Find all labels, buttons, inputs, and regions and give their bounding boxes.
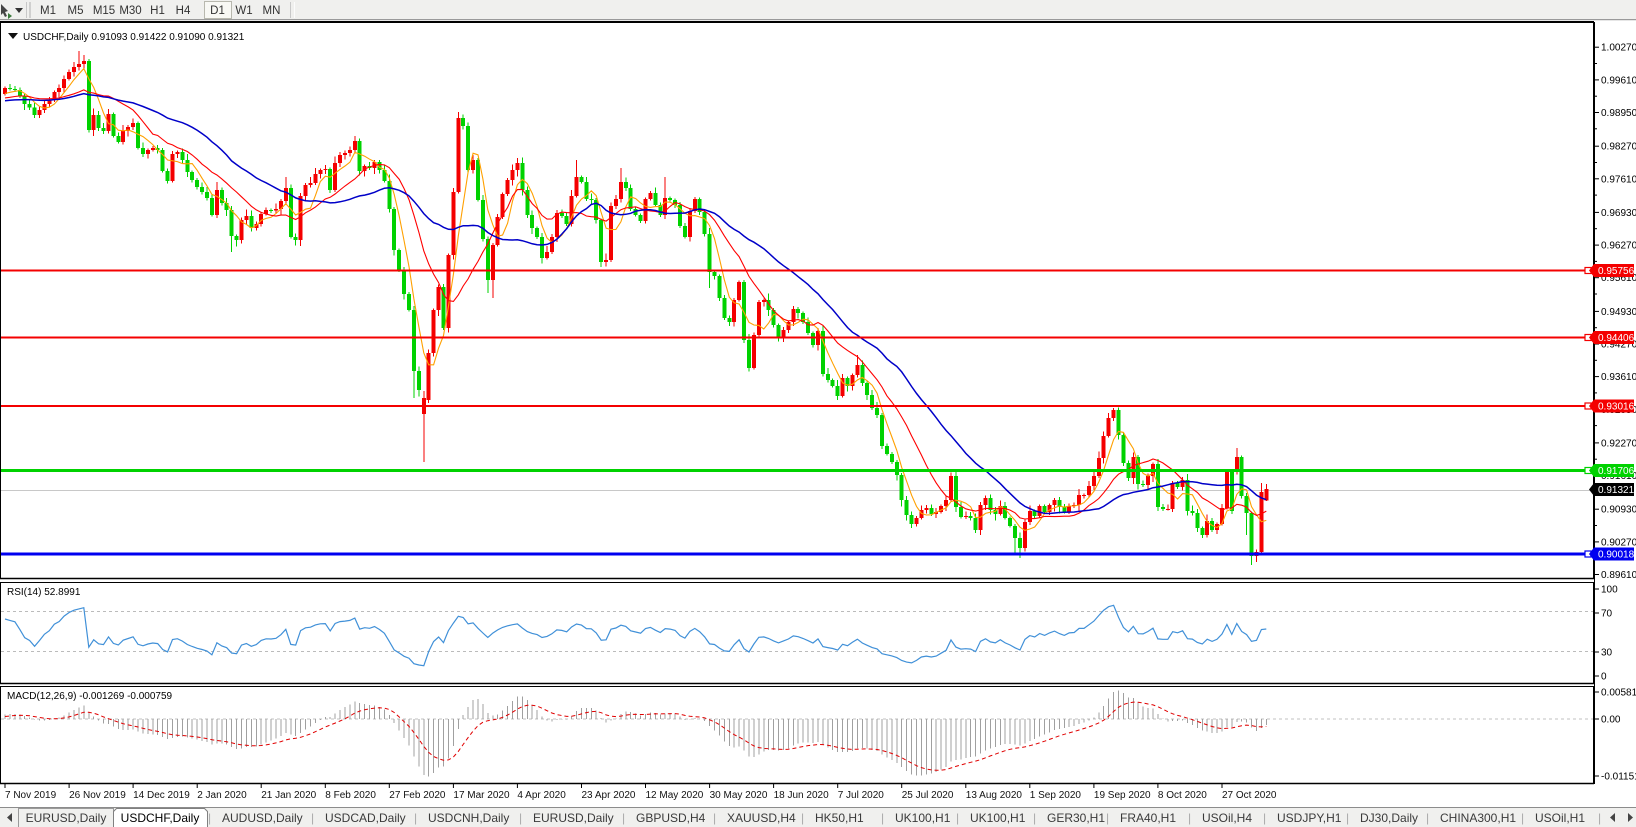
svg-text:100: 100	[1601, 585, 1618, 596]
svg-text:USDCHF,Daily: USDCHF,Daily	[121, 811, 200, 825]
svg-text:0.98270: 0.98270	[1601, 142, 1636, 153]
svg-text:27 Oct 2020: 27 Oct 2020	[1222, 790, 1277, 801]
svg-text:|: |	[1521, 811, 1524, 825]
svg-text:0.89610: 0.89610	[1601, 570, 1636, 581]
svg-text:XAUUSD,H4: XAUUSD,H4	[727, 811, 796, 825]
svg-text:|: |	[801, 811, 804, 825]
svg-text:8 Feb 2020: 8 Feb 2020	[325, 790, 376, 801]
svg-text:|: |	[208, 811, 211, 825]
svg-text:|: |	[1106, 811, 1109, 825]
svg-text:|: |	[1346, 811, 1349, 825]
svg-text:12 May 2020: 12 May 2020	[646, 790, 704, 801]
svg-text:19 Sep 2020: 19 Sep 2020	[1094, 790, 1151, 801]
svg-text:|: |	[1598, 811, 1601, 825]
svg-text:23 Apr 2020: 23 Apr 2020	[582, 790, 636, 801]
svg-text:CHINA300,H1: CHINA300,H1	[1440, 811, 1516, 825]
svg-text:0: 0	[1601, 672, 1607, 683]
svg-text:|: |	[519, 811, 522, 825]
svg-text:UK100,H1: UK100,H1	[970, 811, 1026, 825]
svg-text:M5: M5	[68, 5, 84, 17]
svg-text:0.96270: 0.96270	[1601, 241, 1636, 252]
svg-text:USDCAD,Daily: USDCAD,Daily	[325, 811, 406, 825]
svg-text:0.93016: 0.93016	[1598, 402, 1635, 413]
svg-text:EURUSD,Daily: EURUSD,Daily	[533, 811, 614, 825]
svg-text:|: |	[881, 811, 884, 825]
svg-text:8 Oct 2020: 8 Oct 2020	[1158, 790, 1207, 801]
svg-text:|: |	[622, 811, 625, 825]
svg-text:H4: H4	[176, 5, 191, 17]
svg-text:1.00270: 1.00270	[1601, 43, 1636, 54]
svg-text:13 Aug 2020: 13 Aug 2020	[966, 790, 1023, 801]
svg-text:GER30,H1: GER30,H1	[1047, 811, 1105, 825]
svg-text:18 Jun 2020: 18 Jun 2020	[774, 790, 829, 801]
svg-text:7 Jul 2020: 7 Jul 2020	[838, 790, 885, 801]
svg-text:GBPUSD,H4: GBPUSD,H4	[636, 811, 706, 825]
svg-text:0.00: 0.00	[1601, 715, 1621, 726]
svg-text:RSI(14) 52.8991: RSI(14) 52.8991	[7, 587, 81, 598]
svg-text:4 Apr 2020: 4 Apr 2020	[517, 790, 566, 801]
svg-text:HK50,H1: HK50,H1	[815, 811, 864, 825]
svg-text:0.90018: 0.90018	[1598, 550, 1635, 561]
svg-text:30: 30	[1601, 648, 1613, 659]
svg-text:0.92270: 0.92270	[1601, 438, 1636, 449]
svg-text:0.95756: 0.95756	[1598, 266, 1635, 277]
svg-text:|: |	[713, 811, 716, 825]
svg-text:26 Nov 2019: 26 Nov 2019	[69, 790, 126, 801]
svg-text:M15: M15	[93, 5, 115, 17]
svg-text:MACD(12,26,9) -0.001269 -0.000: MACD(12,26,9) -0.001269 -0.000759	[7, 691, 173, 702]
svg-text:FRA40,H1: FRA40,H1	[1120, 811, 1176, 825]
svg-text:D1: D1	[210, 5, 225, 17]
svg-text:USDCNH,Daily: USDCNH,Daily	[428, 811, 509, 825]
svg-text:M30: M30	[119, 5, 141, 17]
svg-text:0.98950: 0.98950	[1601, 108, 1636, 119]
svg-text:0.93610: 0.93610	[1601, 372, 1636, 383]
svg-text:|: |	[956, 811, 959, 825]
svg-text:H1: H1	[150, 5, 165, 17]
svg-text:0.91321: 0.91321	[1598, 485, 1635, 496]
svg-text:|: |	[311, 811, 314, 825]
svg-text:0.99610: 0.99610	[1601, 75, 1636, 86]
svg-text:0.90930: 0.90930	[1601, 505, 1636, 516]
svg-text:70: 70	[1601, 609, 1613, 620]
svg-text:|: |	[414, 811, 417, 825]
svg-text:M1: M1	[40, 5, 56, 17]
svg-text:0.005818: 0.005818	[1601, 688, 1636, 699]
svg-text:-0.011514: -0.011514	[1601, 772, 1636, 783]
svg-text:W1: W1	[235, 5, 252, 17]
svg-text:7 Nov 2019: 7 Nov 2019	[5, 790, 57, 801]
svg-text:DJ30,Daily: DJ30,Daily	[1360, 811, 1418, 825]
svg-text:|: |	[1188, 811, 1191, 825]
svg-text:0.96930: 0.96930	[1601, 208, 1636, 219]
svg-text:25 Jul 2020: 25 Jul 2020	[902, 790, 954, 801]
svg-text:0.94406: 0.94406	[1598, 333, 1635, 344]
svg-text:14 Dec 2019: 14 Dec 2019	[133, 790, 190, 801]
svg-text:2 Jan 2020: 2 Jan 2020	[197, 790, 247, 801]
svg-text:0.94930: 0.94930	[1601, 307, 1636, 318]
svg-text:30 May 2020: 30 May 2020	[710, 790, 768, 801]
svg-text:0.95610: 0.95610	[1601, 273, 1636, 284]
svg-text:MN: MN	[263, 5, 281, 17]
svg-text:EURUSD,Daily: EURUSD,Daily	[26, 811, 107, 825]
svg-text:1 Sep 2020: 1 Sep 2020	[1030, 790, 1082, 801]
svg-text:|: |	[1263, 811, 1266, 825]
svg-text:|: |	[1033, 811, 1036, 825]
svg-text:0.97610: 0.97610	[1601, 174, 1636, 185]
svg-text:|: |	[1426, 811, 1429, 825]
svg-text:UK100,H1: UK100,H1	[895, 811, 951, 825]
svg-text:17 Mar 2020: 17 Mar 2020	[453, 790, 510, 801]
svg-text:0.90270: 0.90270	[1601, 537, 1636, 548]
svg-text:USOil,H4: USOil,H4	[1202, 811, 1252, 825]
svg-text:USDCHF,Daily 0.91093 0.91422: USDCHF,Daily 0.91093 0.91422 0.91090 0.9…	[23, 32, 245, 43]
svg-text:21 Jan 2020: 21 Jan 2020	[261, 790, 316, 801]
svg-text:0.94270: 0.94270	[1601, 340, 1636, 351]
svg-text:27 Feb 2020: 27 Feb 2020	[389, 790, 446, 801]
svg-text:USDJPY,H1: USDJPY,H1	[1277, 811, 1342, 825]
svg-text:USOil,H1: USOil,H1	[1535, 811, 1585, 825]
svg-text:AUDUSD,Daily: AUDUSD,Daily	[222, 811, 303, 825]
svg-text:0.91706: 0.91706	[1598, 466, 1635, 477]
